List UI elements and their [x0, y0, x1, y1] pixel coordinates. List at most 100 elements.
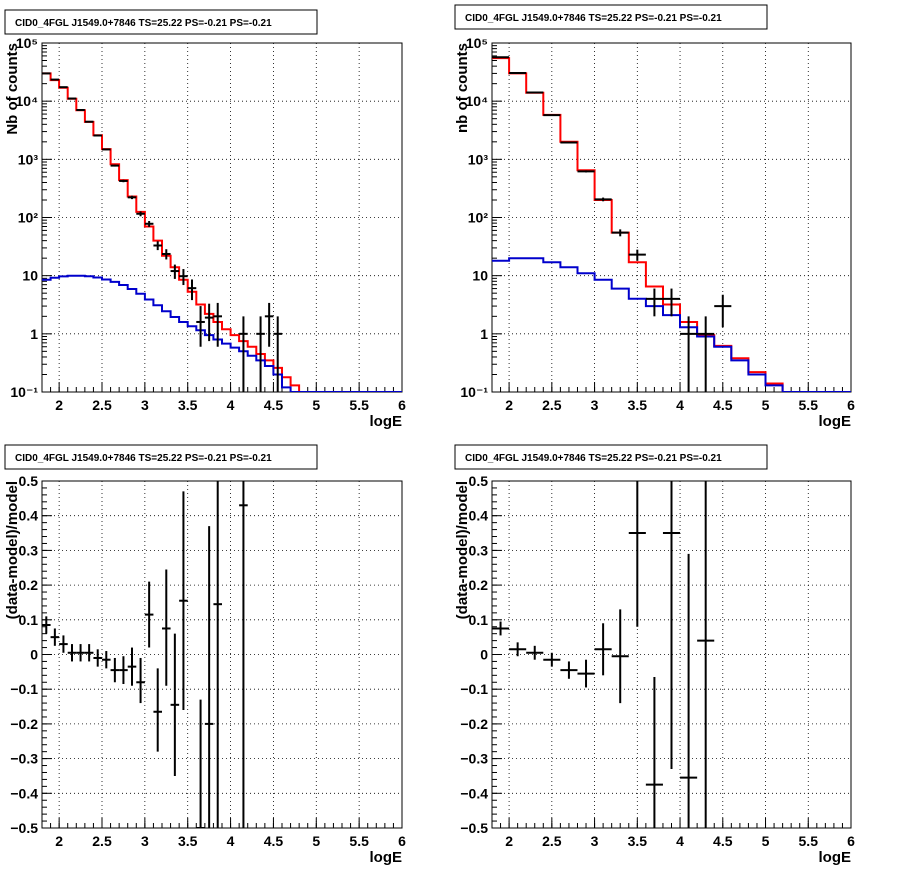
data-point	[560, 141, 578, 144]
model-total-histogram	[42, 72, 402, 392]
data-point	[136, 211, 145, 217]
x-tick-label: 2	[55, 397, 63, 413]
data-point	[42, 616, 51, 634]
data-point	[93, 134, 102, 137]
x-tick-label: 3	[591, 397, 599, 413]
chart-title: CID0_4FGL J1549.0+7846 TS=25.22 PS=-0.21…	[15, 18, 272, 29]
x-tick-label: 5.5	[799, 397, 819, 413]
x-tick-label: 2.5	[542, 397, 562, 413]
chart-panel-br: CID0_4FGL J1549.0+7846 TS=25.22 PS=-0.21…	[454, 444, 855, 866]
y-tick-label: 0.5	[19, 473, 39, 489]
data-point	[239, 481, 248, 828]
y-tick-label: 0.3	[19, 542, 39, 558]
y-tick-label: 10²	[468, 210, 489, 226]
y-tick-label: −0.3	[10, 751, 38, 767]
data-point	[560, 661, 578, 679]
y-tick-label: 10⁴	[466, 93, 489, 109]
data-point	[594, 197, 612, 202]
y-axis-label: (data-model)/model	[454, 481, 471, 619]
y-tick-label: −0.3	[460, 751, 488, 767]
y-axis-label: (data-model)/model	[4, 481, 21, 619]
x-tick-label: 6	[847, 833, 855, 849]
chart-panel-bl: CID0_4FGL J1549.0+7846 TS=25.22 PS=-0.21…	[4, 444, 406, 866]
data-point	[196, 699, 205, 828]
data-point	[645, 288, 663, 317]
x-tick-label: 3.5	[178, 833, 198, 849]
y-tick-label: −0.2	[460, 716, 488, 732]
data-point	[543, 114, 561, 117]
y-tick-label: 0.2	[469, 577, 489, 593]
x-tick-label: 3.5	[178, 397, 198, 413]
y-tick-label: −0.4	[10, 785, 38, 801]
data-point	[509, 642, 527, 657]
x-tick-label: 2.5	[92, 833, 112, 849]
x-tick-label: 5	[762, 397, 770, 413]
data-point	[136, 657, 145, 704]
y-tick-label: −0.1	[10, 681, 38, 697]
x-tick-label: 4	[227, 833, 235, 849]
y-tick-label: 10⁵	[16, 35, 38, 51]
data-point	[264, 302, 274, 347]
x-tick-label: 4.5	[713, 397, 733, 413]
y-tick-label: 0.4	[19, 508, 39, 524]
y-tick-label: −0.1	[460, 681, 488, 697]
data-point	[697, 481, 715, 828]
data-point	[526, 91, 544, 94]
x-tick-label: 2	[505, 397, 513, 413]
data-point	[162, 569, 171, 686]
y-tick-label: −0.2	[10, 716, 38, 732]
data-point	[144, 221, 154, 227]
data-point	[714, 294, 732, 328]
y-tick-label: 10⁻¹	[10, 384, 38, 400]
data-point	[76, 108, 85, 111]
y-tick-label: 10⁴	[16, 93, 39, 109]
chart-panel-tr: CID0_4FGL J1549.0+7846 TS=25.22 PS=-0.21…	[454, 4, 855, 430]
x-tick-label: 5	[762, 833, 770, 849]
data-point	[526, 645, 544, 660]
y-tick-label: −0.4	[460, 785, 488, 801]
chart-panel-tl: CID0_4FGL J1549.0+7846 TS=25.22 PS=-0.21…	[4, 9, 406, 430]
data-point	[102, 651, 111, 669]
x-tick-label: 2	[55, 833, 63, 849]
data-point	[50, 628, 60, 646]
data-point	[127, 647, 137, 686]
data-point	[611, 229, 629, 237]
x-axis-label: logE	[819, 413, 852, 430]
data-point	[93, 649, 102, 667]
y-tick-label: 0.2	[19, 577, 39, 593]
x-tick-label: 4	[676, 397, 684, 413]
data-point	[492, 621, 510, 636]
data-point	[187, 279, 197, 301]
y-tick-label: 10⁻¹	[460, 384, 488, 400]
chart-title: CID0_4FGL J1549.0+7846 TS=25.22 PS=-0.21…	[15, 453, 272, 464]
data-point	[680, 553, 698, 828]
data-point	[273, 316, 282, 392]
data-point	[179, 491, 188, 711]
data-point	[59, 86, 68, 89]
x-tick-label: 4	[227, 397, 235, 413]
x-tick-label: 3.5	[628, 833, 648, 849]
data-point	[170, 264, 180, 279]
y-axis-label: nb of counts	[454, 43, 471, 133]
x-tick-label: 4.5	[264, 397, 284, 413]
data-point	[119, 656, 128, 684]
y-tick-label: 10⁵	[466, 35, 488, 51]
data-point	[153, 241, 162, 251]
data-point	[84, 644, 94, 662]
y-tick-label: 1	[480, 326, 488, 342]
data-point	[239, 316, 248, 392]
x-tick-label: 6	[398, 833, 406, 849]
x-tick-label: 5.5	[349, 833, 369, 849]
x-axis-label: logE	[370, 413, 403, 430]
y-tick-label: −0.5	[10, 820, 38, 836]
x-tick-label: 3	[591, 833, 599, 849]
data-point	[662, 288, 681, 317]
x-tick-label: 2.5	[92, 397, 112, 413]
data-point	[204, 303, 214, 342]
x-tick-label: 2	[505, 833, 513, 849]
data-point	[110, 164, 120, 167]
plot-frame	[491, 42, 852, 393]
data-point	[628, 481, 646, 627]
y-tick-label: 0	[30, 647, 38, 663]
